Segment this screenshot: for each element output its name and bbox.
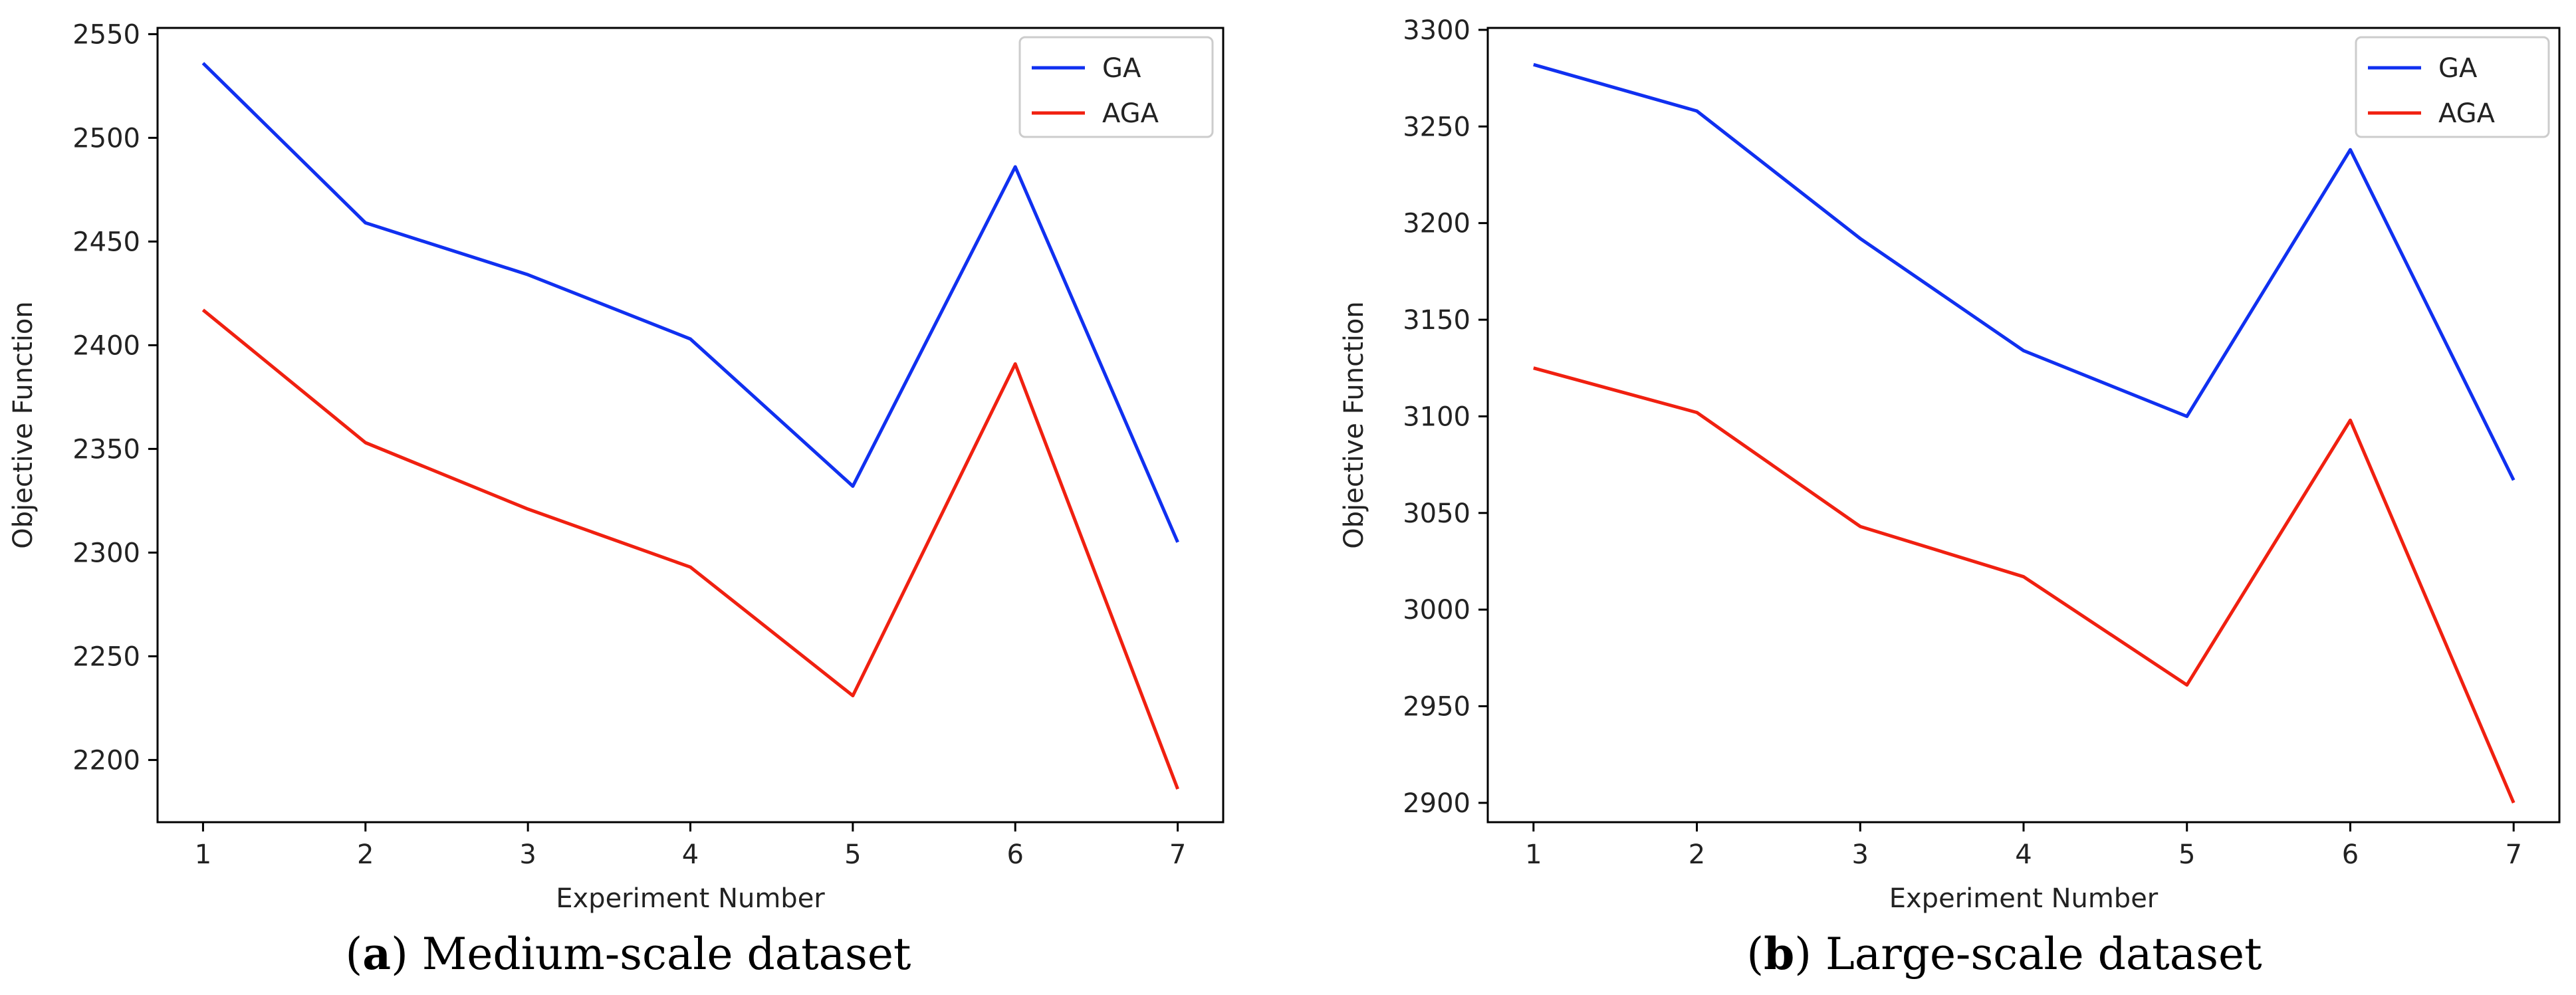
x-tick-label: 5	[2178, 839, 2195, 870]
y-tick-label: 3200	[1403, 209, 1470, 239]
legend-label-ga: GA	[2438, 53, 2478, 84]
x-tick-label: 6	[1006, 839, 1023, 870]
legend-label-aga: AGA	[1102, 98, 1159, 129]
x-tick-label: 2	[1689, 839, 1705, 870]
x-tick-label: 5	[844, 839, 861, 870]
y-tick-label: 3250	[1403, 112, 1470, 142]
caption-open-paren: (	[1746, 929, 1764, 980]
caption-open-paren: (	[346, 929, 363, 980]
series-line-ga	[1533, 62, 2516, 481]
y-tick-label: 2450	[72, 227, 140, 257]
y-tick-label: 2200	[72, 745, 140, 776]
legend-label-aga: AGA	[2438, 98, 2496, 129]
y-tick-label: 2900	[1403, 788, 1470, 819]
series-line-ga	[201, 62, 1179, 543]
series-line-aga	[1533, 366, 2516, 804]
caption-text: ) Medium-scale dataset	[391, 929, 911, 980]
plot-area-frame	[1486, 27, 2561, 824]
y-tick-label: 2250	[72, 641, 140, 672]
x-tick-label: 3	[1852, 839, 1869, 870]
x-tick-label: 7	[1169, 839, 1186, 870]
panel-caption: (b) Large-scale dataset	[1746, 928, 2262, 980]
x-tick-label: 1	[195, 839, 211, 870]
y-tick-label: 2500	[72, 123, 140, 154]
y-tick-label: 2350	[72, 434, 140, 465]
caption-letter: b	[1764, 928, 1794, 980]
chart-panel-b: 2900 2950 3000 3050 3100 3150 3200 3250 3300 1 2 3 4…	[1339, 15, 2561, 980]
x-tick-label: 2	[357, 839, 374, 870]
y-tick-label: 2400	[72, 330, 140, 361]
legend-label-ga: GA	[1102, 53, 1141, 84]
caption-text: ) Large-scale dataset	[1794, 929, 2262, 980]
y-tick-label: 3100	[1403, 401, 1470, 432]
x-tick-label: 4	[2015, 839, 2032, 870]
y-tick-label: 3150	[1403, 305, 1470, 336]
y-axis-title: Objective Function	[1339, 301, 1369, 549]
x-tick-label: 3	[519, 839, 536, 870]
x-axis-title: Experiment Number	[1889, 883, 2159, 914]
plot-area-frame	[156, 27, 1225, 824]
series-line-aga	[201, 308, 1179, 790]
y-tick-label: 2300	[72, 538, 140, 568]
x-tick-label: 1	[1525, 839, 1542, 870]
chart-panel-a: 2200 2250 2300 2350 2400 2450 2500 2550 1 2 3 4 5 6 7 E…	[8, 19, 1225, 980]
y-tick-label: 3300	[1403, 15, 1470, 46]
y-tick-label: 2550	[72, 19, 140, 50]
caption-letter: a	[362, 928, 391, 980]
panel-caption: (a) Medium-scale dataset	[346, 928, 911, 980]
x-tick-label: 6	[2342, 839, 2359, 870]
x-axis-title: Experiment Number	[556, 883, 825, 914]
x-tick-label: 7	[2505, 839, 2521, 870]
x-tick-label: 4	[682, 839, 699, 870]
y-tick-label: 3000	[1403, 595, 1470, 625]
y-tick-label: 2950	[1403, 692, 1470, 722]
y-axis-title: Objective Function	[8, 301, 39, 549]
y-tick-label: 3050	[1403, 498, 1470, 529]
